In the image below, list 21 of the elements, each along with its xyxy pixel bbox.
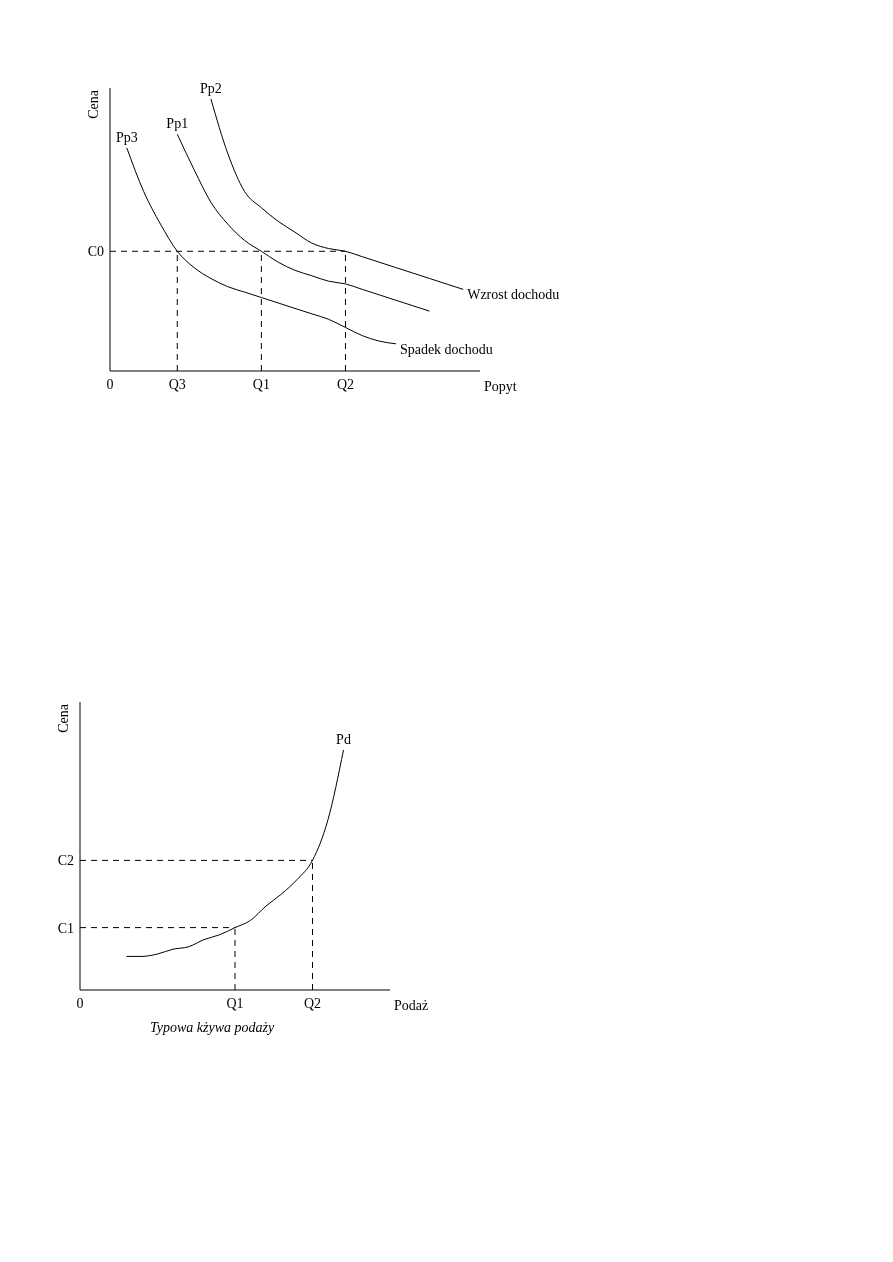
y-axis-title: Cena [56,703,71,733]
y-axis-title: Cena [86,89,101,119]
x-tick-label: Q1 [226,995,244,1011]
x-tick-label: Q2 [303,995,322,1011]
x-tick-label: Q1 [252,376,270,392]
x-tick-label: Q2 [336,376,355,392]
text: Typowa kżywa podaży [150,1020,276,1036]
ref-line-label: C0 [87,244,104,260]
series-label: Pp2 [200,80,222,96]
x-axis-title: Popyt [484,379,517,394]
ref-line-label: C1 [57,920,74,936]
ref-line-label: C2 [57,853,74,869]
x-tick-label: 0 [76,995,84,1011]
series-label: Pd [336,732,351,747]
x-axis-title: Podaż [394,998,429,1013]
series-label: Pp3 [115,129,138,145]
annotation: Spadek dochodu [399,341,493,357]
annotation: Wzrost dochodu [467,287,560,303]
x-tick-label: Q3 [168,376,186,392]
x-tick-label: 0 [106,376,114,392]
series-label: Pp1 [166,116,189,132]
